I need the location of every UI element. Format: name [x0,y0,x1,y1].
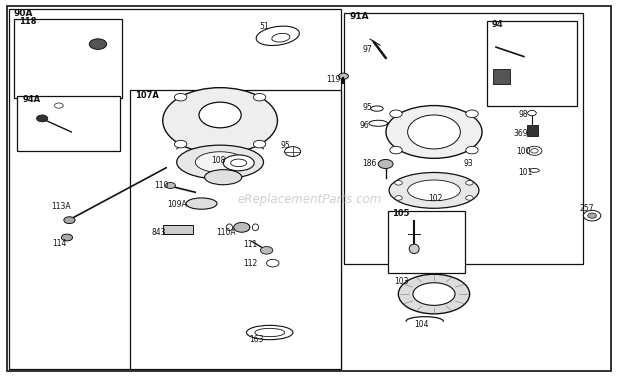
Ellipse shape [529,169,539,172]
Bar [130,90,341,369]
Circle shape [390,146,402,154]
Text: 163: 163 [249,335,264,344]
Circle shape [174,140,187,148]
Text: 104: 104 [414,320,428,329]
Text: 51: 51 [259,22,269,31]
Ellipse shape [408,115,460,149]
Text: eReplacementParts.com: eReplacementParts.com [238,193,382,206]
Text: 186: 186 [362,159,376,169]
Text: 100: 100 [516,147,530,156]
Circle shape [166,182,175,188]
Text: 91A: 91A [349,12,369,21]
Ellipse shape [256,26,299,46]
Bar [163,225,193,234]
Text: 95: 95 [362,103,372,112]
Bar [17,96,120,151]
Bar [493,69,510,84]
Circle shape [395,196,402,200]
Bar [487,21,577,106]
Circle shape [174,93,187,101]
Bar [388,211,465,273]
Ellipse shape [199,102,241,128]
Ellipse shape [252,224,259,231]
Text: 98: 98 [518,110,528,119]
Ellipse shape [235,224,241,231]
Circle shape [254,140,266,148]
Circle shape [378,159,393,169]
Text: 94: 94 [492,20,503,29]
Text: 95: 95 [281,141,291,150]
Circle shape [234,222,250,232]
Circle shape [583,210,601,221]
Ellipse shape [386,106,482,158]
Ellipse shape [389,173,479,208]
Circle shape [339,73,348,79]
Text: 90A: 90A [14,9,33,18]
Ellipse shape [255,328,285,337]
Text: 113A: 113A [51,202,71,211]
Circle shape [527,146,542,155]
Text: 94A: 94A [22,95,40,104]
Text: 369: 369 [513,129,528,138]
Text: 93: 93 [464,159,474,168]
Circle shape [254,93,266,101]
Ellipse shape [408,180,460,201]
Circle shape [466,181,473,185]
Circle shape [89,39,107,49]
Ellipse shape [413,283,455,305]
Ellipse shape [399,274,470,314]
Text: 110: 110 [154,181,168,190]
Bar [527,125,538,136]
Ellipse shape [223,155,254,171]
Text: 119: 119 [326,75,340,84]
Ellipse shape [205,170,242,185]
Ellipse shape [195,152,245,173]
Text: 109A: 109A [167,200,187,209]
Ellipse shape [177,145,264,179]
Text: 257: 257 [579,204,593,213]
Bar [344,13,583,264]
Circle shape [267,259,279,267]
Text: 110A: 110A [216,228,236,237]
Bar [14,19,122,98]
Text: 118: 118 [19,17,36,26]
Circle shape [64,217,75,224]
Text: 107A: 107A [135,90,159,100]
Circle shape [466,110,478,118]
Ellipse shape [244,224,250,231]
Circle shape [390,110,402,118]
Text: 112: 112 [243,259,257,268]
Circle shape [260,247,273,254]
Text: 111: 111 [243,240,257,249]
Text: 102: 102 [428,194,442,203]
Circle shape [61,234,73,241]
Ellipse shape [272,33,290,42]
Circle shape [55,103,63,108]
Ellipse shape [186,198,217,209]
Circle shape [466,196,473,200]
Text: 101: 101 [518,168,533,177]
Text: 843: 843 [151,228,166,237]
Text: 97: 97 [362,45,372,54]
Text: 114: 114 [53,239,67,248]
Circle shape [531,149,538,153]
Circle shape [395,181,402,185]
Ellipse shape [246,325,293,340]
Ellipse shape [371,106,383,111]
Text: 103: 103 [394,277,409,287]
Text: 105: 105 [392,208,410,218]
Ellipse shape [226,224,232,231]
Bar [9,9,341,369]
Ellipse shape [369,120,388,126]
Circle shape [285,147,301,156]
Circle shape [466,146,478,154]
Circle shape [37,115,48,122]
Ellipse shape [231,159,247,167]
Ellipse shape [409,244,419,253]
Text: 96: 96 [360,121,370,130]
Circle shape [528,110,536,116]
Ellipse shape [162,87,278,154]
Circle shape [588,213,596,218]
Text: 108: 108 [211,156,225,166]
